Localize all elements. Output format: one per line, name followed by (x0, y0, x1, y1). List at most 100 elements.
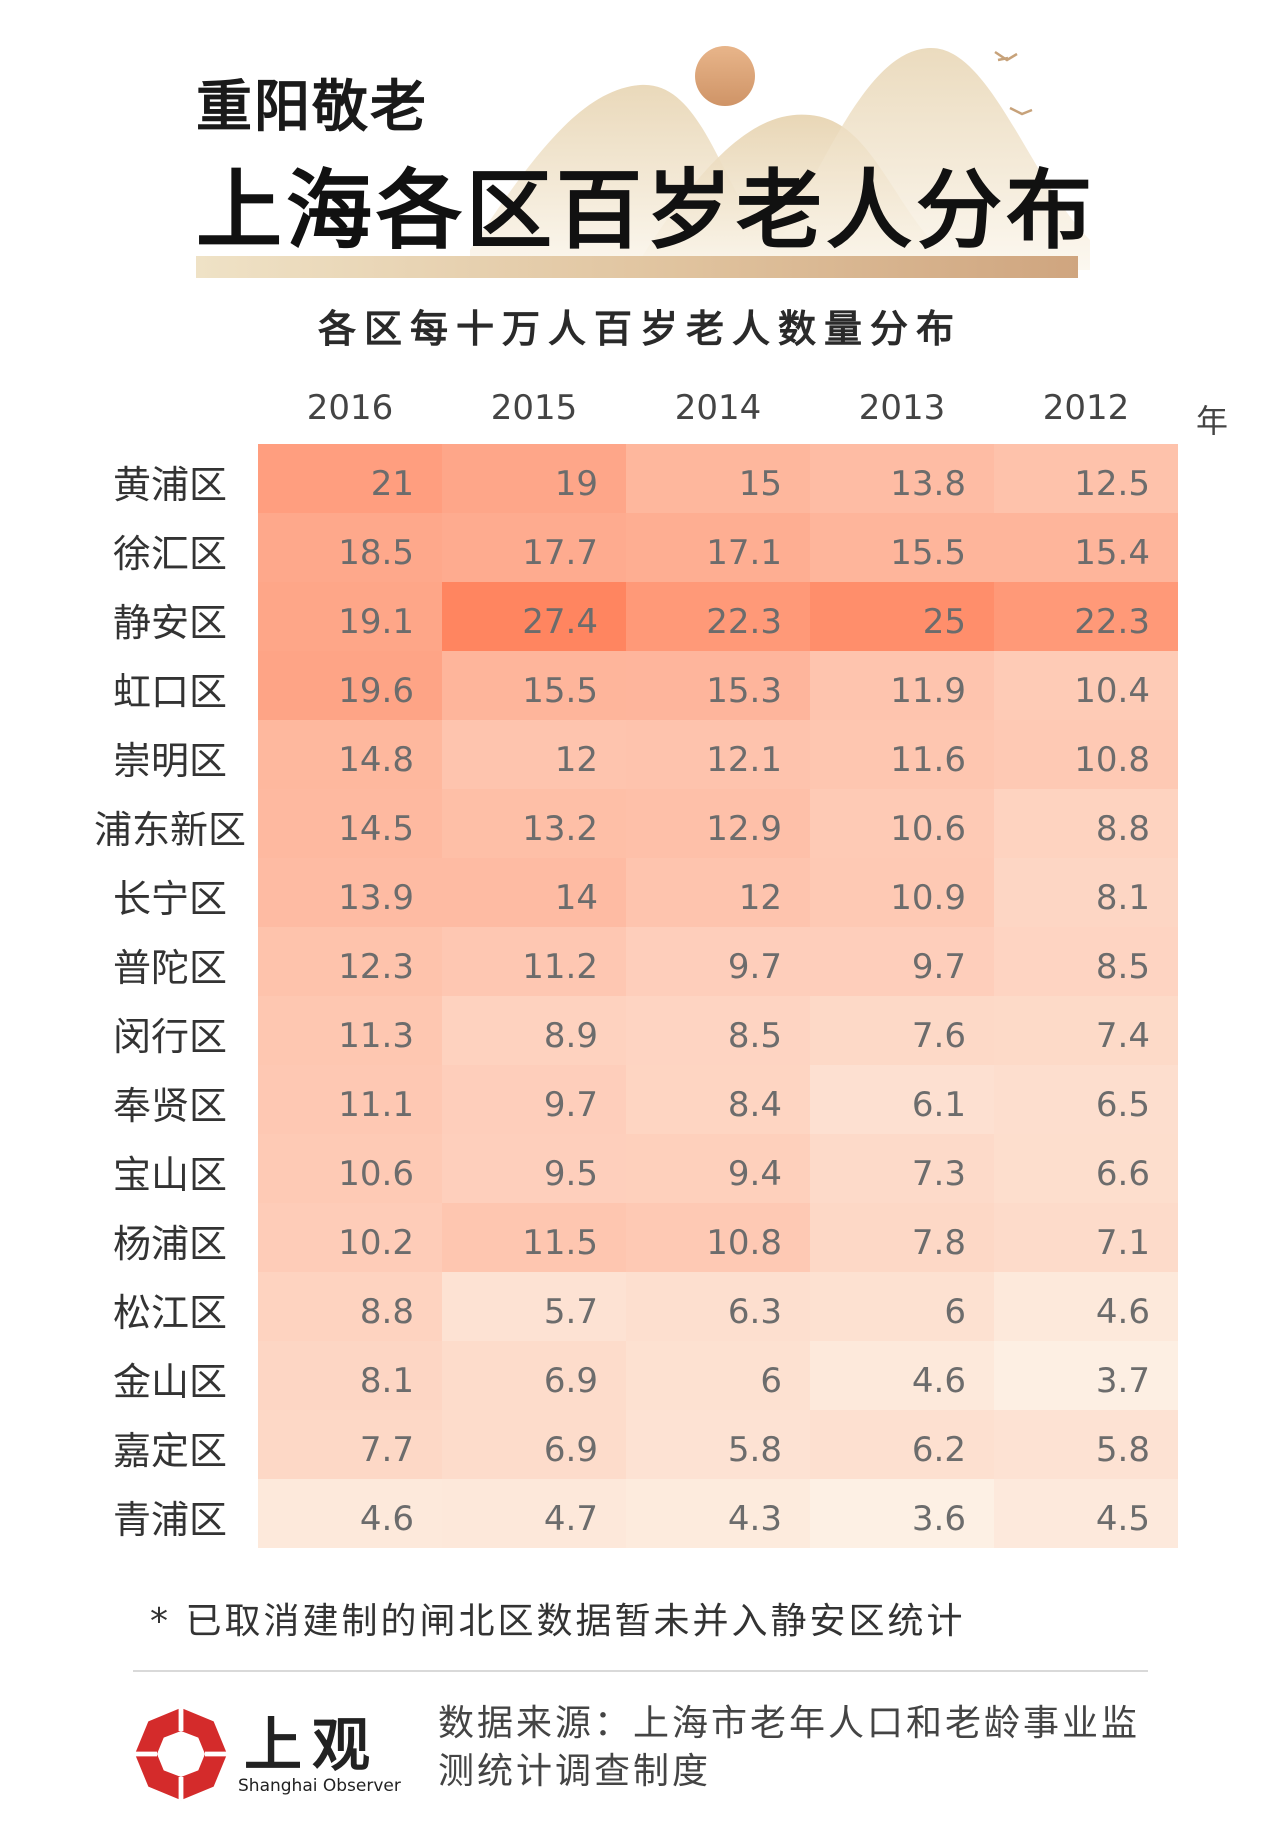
heatmap-cell: 10.6 (258, 1134, 442, 1203)
heatmap-cell: 6.6 (994, 1134, 1178, 1203)
heatmap-cell: 18.5 (258, 513, 442, 582)
heatmap-cell: 8.1 (258, 1341, 442, 1410)
heatmap-cell: 6.9 (442, 1410, 626, 1479)
heatmap-cell: 9.5 (442, 1134, 626, 1203)
row-label: 杨浦区 (112, 1222, 227, 1266)
heatmap-cell: 12.9 (626, 789, 810, 858)
heatmap-cell: 7.3 (810, 1134, 994, 1203)
heatmap-cell: 5.7 (442, 1272, 626, 1341)
heatmap-cell: 12.3 (258, 927, 442, 996)
heatmap-cell: 4.7 (442, 1479, 626, 1548)
heatmap-cell: 3.7 (994, 1341, 1178, 1410)
heatmap-cell: 9.7 (810, 927, 994, 996)
heatmap-cell: 19.1 (258, 582, 442, 651)
heatmap-cell: 15.4 (994, 513, 1178, 582)
heatmap-cell: 8.9 (442, 996, 626, 1065)
heatmap-cell: 5.8 (626, 1410, 810, 1479)
column-header: 2014 (674, 388, 762, 428)
heatmap-cell: 12 (442, 720, 626, 789)
kicker-title: 重阳敬老 (196, 74, 428, 140)
row-label: 虹口区 (112, 670, 227, 714)
data-source: 数据来源：上海市老年人口和老龄事业监测统计调查制度 (438, 1703, 1141, 1792)
heatmap-cell: 7.7 (258, 1410, 442, 1479)
heatmap-cell: 3.6 (810, 1479, 994, 1548)
row-label: 嘉定区 (112, 1429, 227, 1473)
sun-icon (695, 46, 755, 106)
row-label: 静安区 (112, 601, 227, 645)
footnote: * 已取消建制的闸北区数据暂未并入静安区统计 (150, 1601, 966, 1642)
heatmap-cell: 17.1 (626, 513, 810, 582)
row-label: 宝山区 (112, 1153, 227, 1197)
row-label: 浦东新区 (93, 808, 246, 852)
heatmap-cell: 11.2 (442, 927, 626, 996)
divider (133, 1670, 1148, 1672)
heatmap-cell: 6.3 (626, 1272, 810, 1341)
heatmap-cell: 27.4 (442, 582, 626, 651)
heatmap-cell: 21 (258, 444, 442, 513)
heatmap-cell: 7.1 (994, 1203, 1178, 1272)
heatmap-cell: 6.5 (994, 1065, 1178, 1134)
heatmap-cell: 10.8 (994, 720, 1178, 789)
heatmap-cell: 10.4 (994, 651, 1178, 720)
heatmap-cell: 14 (442, 858, 626, 927)
heatmap-cell: 4.5 (994, 1479, 1178, 1548)
row-label: 崇明区 (112, 739, 227, 783)
heatmap-cell: 11.5 (442, 1203, 626, 1272)
heatmap-cell: 8.1 (994, 858, 1178, 927)
logo-subtext: Shanghai Observer (238, 1776, 401, 1796)
heatmap-cell: 8.8 (258, 1272, 442, 1341)
heatmap-cell: 14.8 (258, 720, 442, 789)
heatmap-cell: 11.1 (258, 1065, 442, 1134)
row-label: 奉贤区 (112, 1084, 227, 1128)
shanghai-observer-logo-icon (134, 1707, 228, 1801)
row-label: 松江区 (112, 1291, 227, 1335)
heatmap-cell: 7.6 (810, 996, 994, 1065)
column-header: 2013 (858, 388, 946, 428)
heatmap-cell: 10.6 (810, 789, 994, 858)
heatmap-cell: 12.1 (626, 720, 810, 789)
heatmap-cell: 4.6 (994, 1272, 1178, 1341)
chart-subtitle: 各区每十万人百岁老人数量分布 (317, 306, 962, 351)
x-axis-unit: 年 (1196, 402, 1229, 440)
heatmap-cell: 6.9 (442, 1341, 626, 1410)
page-title: 上海各区百岁老人分布 (196, 160, 1096, 261)
column-header: 2015 (490, 388, 578, 428)
row-label: 普陀区 (112, 946, 227, 990)
heatmap-cell: 22.3 (626, 582, 810, 651)
row-label: 青浦区 (112, 1498, 227, 1542)
heatmap-cell: 8.4 (626, 1065, 810, 1134)
heatmap-cell: 15.5 (810, 513, 994, 582)
heatmap-cell: 19 (442, 444, 626, 513)
heatmap-cell: 4.3 (626, 1479, 810, 1548)
heatmap-cell: 6.1 (810, 1065, 994, 1134)
heatmap-cell: 8.5 (994, 927, 1178, 996)
heatmap-cell: 9.7 (626, 927, 810, 996)
column-header: 2012 (1042, 388, 1130, 428)
heatmap-cell: 11.9 (810, 651, 994, 720)
heatmap-cell: 4.6 (810, 1341, 994, 1410)
title-underline-bar (196, 256, 1078, 278)
heatmap-cell: 7.8 (810, 1203, 994, 1272)
heatmap-cell: 15 (626, 444, 810, 513)
logo-text: 上观 (244, 1711, 381, 1779)
row-label: 金山区 (112, 1360, 227, 1404)
heatmap-cell: 9.4 (626, 1134, 810, 1203)
heatmap-cell: 12 (626, 858, 810, 927)
heatmap-cell: 25 (810, 582, 994, 651)
heatmap-cell: 17.7 (442, 513, 626, 582)
heatmap-cell: 13.9 (258, 858, 442, 927)
row-label: 徐汇区 (112, 532, 227, 576)
heatmap-cell: 6 (810, 1272, 994, 1341)
heatmap-cell: 6.2 (810, 1410, 994, 1479)
heatmap-cell: 13.2 (442, 789, 626, 858)
heatmap-cell: 15.3 (626, 651, 810, 720)
heatmap-cell: 6 (626, 1341, 810, 1410)
heatmap-cell: 12.5 (994, 444, 1178, 513)
heatmap-cell: 11.3 (258, 996, 442, 1065)
heatmap-cell: 10.9 (810, 858, 994, 927)
heatmap-cell: 11.6 (810, 720, 994, 789)
heatmap-cell: 5.8 (994, 1410, 1178, 1479)
heatmap-cell: 10.8 (626, 1203, 810, 1272)
heatmap-cell: 9.7 (442, 1065, 626, 1134)
heatmap-cell: 22.3 (994, 582, 1178, 651)
